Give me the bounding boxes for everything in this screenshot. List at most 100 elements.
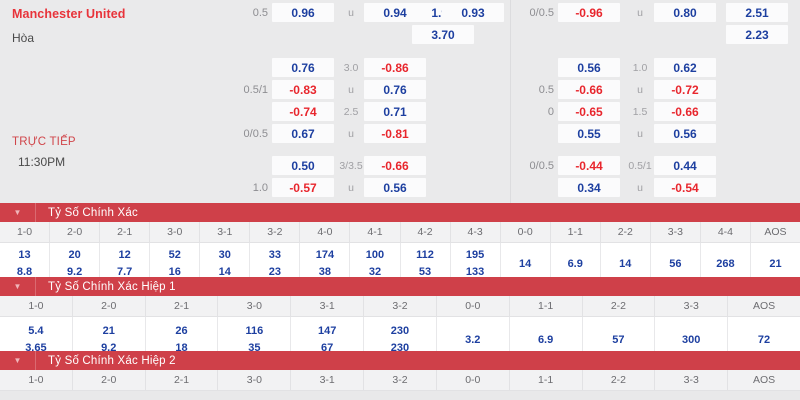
- odds-right-6[interactable]: -0.66: [364, 156, 426, 175]
- team-name[interactable]: Manchester United: [12, 7, 126, 21]
- score-cell[interactable]: 72: [728, 317, 800, 363]
- score-column-header: AOS: [728, 370, 800, 391]
- odds-left-3[interactable]: -0.83: [272, 80, 334, 99]
- live-status-label: TRỰC TIẾP: [12, 136, 76, 148]
- score-cell[interactable]: 21: [751, 243, 800, 285]
- score-cell[interactable]: 3.2: [437, 317, 510, 363]
- r-odds-right-7[interactable]: -0.54: [654, 178, 716, 197]
- chevron-down-icon[interactable]: ▼: [0, 351, 36, 370]
- score-grid-0: 1-0 2-0 2-1 3-0 3-1 3-2 4-0 4-1 4-2 4-3 0-0 1-1 2-2 3…: [0, 222, 800, 285]
- score-column-header: 4-3: [450, 222, 501, 243]
- section-title-1: Tỷ Số Chính Xác Hiệp 1: [48, 280, 176, 293]
- match-info-column: Manchester United Hòa TRỰC TIẾP 11:30PM: [0, 0, 232, 203]
- score-cell[interactable]: 12 7.7: [100, 243, 151, 285]
- score-cell[interactable]: 14: [601, 243, 651, 285]
- r-handicap-left-3: 0.5: [538, 83, 554, 96]
- score-column-header: 3-3: [655, 296, 729, 317]
- odds-far-right-1[interactable]: 2.23: [726, 25, 788, 44]
- score-value: 116: [245, 325, 264, 337]
- r-odds-left-7[interactable]: 0.34: [558, 178, 620, 197]
- odds-right-0[interactable]: 0.94: [364, 3, 426, 22]
- score-cell[interactable]: 52 16: [150, 243, 201, 285]
- score-column-header: 3-0: [218, 296, 292, 317]
- odds-right-5[interactable]: -0.81: [364, 124, 426, 143]
- section-header-1[interactable]: ▼ Tỷ Số Chính Xác Hiệp 1: [0, 277, 800, 296]
- score-value: 230: [390, 325, 410, 337]
- odds-left-4[interactable]: -0.74: [272, 102, 334, 121]
- r-odds-left-2[interactable]: 0.56: [558, 58, 620, 77]
- section-header-0[interactable]: ▼ Tỷ Số Chính Xác: [0, 203, 800, 222]
- score-value: 300: [682, 333, 701, 346]
- score-value: 20: [68, 249, 81, 261]
- score-cell[interactable]: 100 32: [350, 243, 401, 285]
- r-odds-left-4[interactable]: -0.65: [558, 102, 620, 121]
- score-cell[interactable]: 300: [655, 317, 729, 363]
- score-cell[interactable]: 174 38: [300, 243, 351, 285]
- score-column-header: 3-2: [250, 222, 301, 243]
- score-cell[interactable]: 14: [501, 243, 551, 285]
- score-cell[interactable]: 33 23: [250, 243, 301, 285]
- r-handicap-left-6: 0/0.5: [529, 159, 554, 172]
- score-cell[interactable]: 57: [583, 317, 656, 363]
- score-column-header: 0-0: [436, 296, 510, 317]
- r-handicap-left-0: 0/0.5: [529, 6, 554, 19]
- score-column-header: 3-0: [150, 222, 201, 243]
- r-odds-right-0[interactable]: 0.80: [654, 3, 716, 22]
- odds-mid-b-0[interactable]: 0.93: [442, 3, 504, 22]
- chevron-down-icon[interactable]: ▼: [0, 203, 36, 222]
- score-value: 21: [102, 325, 115, 337]
- r-odds-left-5[interactable]: 0.55: [558, 124, 620, 143]
- r-odds-right-3[interactable]: -0.72: [654, 80, 716, 99]
- odds-right-2[interactable]: -0.86: [364, 58, 426, 77]
- score-cell[interactable]: 6.9: [551, 243, 601, 285]
- score-grid-header-1: 1-0 2-0 2-1 3-0 3-1 3-2 0-0 1-1 2-2 3-3 AOS: [0, 296, 800, 317]
- r-over-under-label-2: 1.0: [632, 61, 648, 74]
- odds-left-7[interactable]: -0.57: [272, 178, 334, 197]
- score-cell[interactable]: 13 8.8: [0, 243, 51, 285]
- odds-right-4[interactable]: 0.71: [364, 102, 426, 121]
- r-odds-left-3[interactable]: -0.66: [558, 80, 620, 99]
- odds-far-right-0[interactable]: 2.51: [726, 3, 788, 22]
- odds-right-3[interactable]: 0.76: [364, 80, 426, 99]
- r-odds-right-2[interactable]: 0.62: [654, 58, 716, 77]
- score-column-header: 3-3: [650, 222, 701, 243]
- score-column-header: 2-2: [582, 370, 656, 391]
- section-header-2[interactable]: ▼ Tỷ Số Chính Xác Hiệp 2: [0, 351, 800, 370]
- score-value: 112: [416, 249, 434, 261]
- odds-mid-a-1[interactable]: 3.70: [412, 25, 474, 44]
- score-column-header: 4-0: [300, 222, 351, 243]
- r-odds-right-6[interactable]: 0.44: [654, 156, 716, 175]
- odds-left-6[interactable]: 0.50: [272, 156, 334, 175]
- score-cell[interactable]: 20 9.2: [50, 243, 101, 285]
- section-title-0: Tỷ Số Chính Xác: [48, 206, 138, 219]
- score-cell[interactable]: 56: [651, 243, 701, 285]
- r-over-under-label-4: 1.5: [632, 105, 648, 118]
- odds-panel: Manchester United Hòa TRỰC TIẾP 11:30PM …: [0, 0, 788, 203]
- score-column-header: 3-1: [291, 370, 365, 391]
- chevron-down-icon[interactable]: ▼: [0, 277, 36, 296]
- odds-left-0[interactable]: 0.96: [272, 3, 334, 22]
- score-column-header: 1-0: [0, 370, 73, 391]
- r-odds-right-5[interactable]: 0.56: [654, 124, 716, 143]
- score-cell[interactable]: 30 14: [200, 243, 251, 285]
- r-odds-right-4[interactable]: -0.66: [654, 102, 716, 121]
- r-odds-left-6[interactable]: -0.44: [558, 156, 620, 175]
- odds-left-5[interactable]: 0.67: [272, 124, 334, 143]
- odds-right-7[interactable]: 0.56: [364, 178, 426, 197]
- r-over-under-label-0: u: [637, 6, 643, 19]
- score-cell[interactable]: 195 133: [451, 243, 501, 285]
- score-cell[interactable]: 6.9: [510, 317, 583, 363]
- r-over-under-label-6: 0.5/1: [628, 159, 652, 172]
- score-cell[interactable]: 112 53: [401, 243, 451, 285]
- handicap-left-3: 0.5/1: [243, 83, 268, 96]
- odds-left-2[interactable]: 0.76: [272, 58, 334, 77]
- score-grid-header-0: 1-0 2-0 2-1 3-0 3-1 3-2 4-0 4-1 4-2 4-3 0-0 1-1 2-2 3…: [0, 222, 800, 243]
- r-odds-left-0[interactable]: -0.96: [558, 3, 620, 22]
- draw-label[interactable]: Hòa: [12, 31, 35, 45]
- score-value: 13: [18, 249, 31, 261]
- score-value: 6.9: [537, 333, 554, 346]
- score-value: 12: [118, 249, 131, 261]
- score-value: 6.9: [567, 257, 583, 270]
- score-column-header: 3-3: [655, 370, 729, 391]
- score-cell[interactable]: 268: [701, 243, 751, 285]
